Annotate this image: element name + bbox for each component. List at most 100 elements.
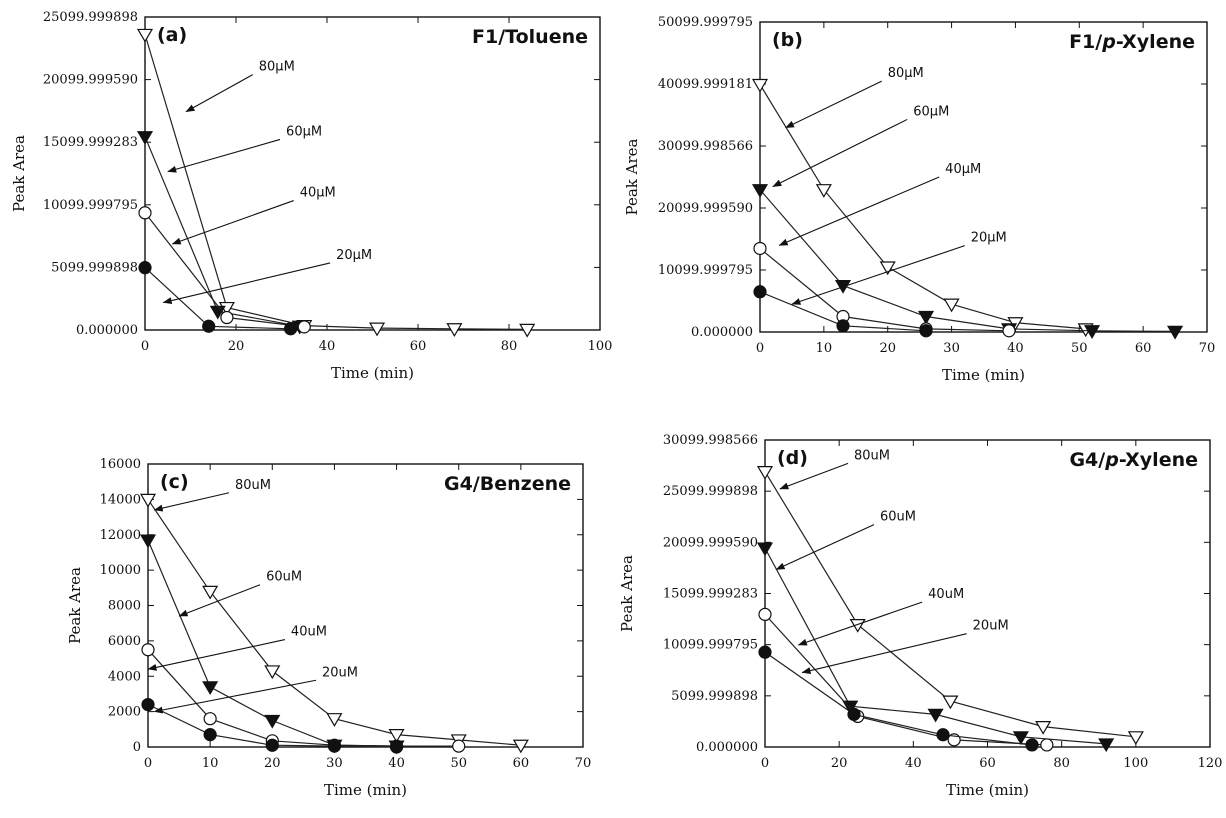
data-point <box>265 738 279 752</box>
series <box>758 607 1054 752</box>
concentration-label: 20uM <box>322 665 358 680</box>
y-tick-label: 10000 <box>100 563 141 578</box>
data-point <box>836 319 850 333</box>
x-tick-label: 20 <box>264 756 281 771</box>
concentration-label: 60uM <box>880 510 916 525</box>
annotation-arrow <box>779 462 849 490</box>
x-axis-title: Time (min) <box>331 364 414 382</box>
x-tick-label: 80 <box>501 339 518 354</box>
data-point <box>264 665 281 680</box>
data-point <box>1012 731 1029 745</box>
concentration-label: 40uM <box>928 587 964 602</box>
concentration-label: 40µM <box>300 186 336 201</box>
data-point <box>847 707 861 721</box>
annotation-arrow <box>153 679 317 714</box>
series-line <box>759 84 1086 330</box>
data-point <box>141 643 155 657</box>
concentration-label: 60µM <box>286 124 322 139</box>
panel-title: G4/Benzene <box>444 473 571 495</box>
data-point <box>326 713 343 727</box>
data-point <box>264 714 281 729</box>
y-tick-label: 2000 <box>108 705 141 720</box>
series <box>753 285 933 338</box>
series-line <box>764 613 1047 746</box>
plot-frame <box>764 439 1211 748</box>
series-line <box>764 651 1033 746</box>
annotation-arrow <box>775 524 875 571</box>
data-point <box>1035 721 1052 735</box>
x-tick-label: 60 <box>513 756 530 771</box>
chart-panel: 0 20 40 60 80 100 120 0.000000 5099.999898 10099.… <box>618 433 1222 799</box>
data-point <box>879 261 896 276</box>
y-tick-label: 5099.999898 <box>51 260 138 275</box>
y-tick-label: 12000 <box>100 528 141 543</box>
x-tick-label: 70 <box>1199 341 1216 356</box>
data-point <box>202 319 216 333</box>
x-tick-label: 30 <box>943 341 960 356</box>
x-tick-label: 10 <box>816 341 833 356</box>
x-tick-label: 60 <box>410 339 427 354</box>
x-tick-label: 0 <box>761 756 769 771</box>
series <box>758 645 1039 752</box>
y-tick-label: 20099.999590 <box>658 201 753 216</box>
x-tick-label: 50 <box>450 756 467 771</box>
concentration-label: 80µM <box>888 66 924 81</box>
series <box>138 206 311 334</box>
chart-panel: 0 10 20 30 40 50 60 70 0.000000 10099.999795 20099… <box>623 15 1215 384</box>
plot-frame <box>759 21 1208 333</box>
data-point <box>756 542 774 557</box>
x-axis-title: Time (min) <box>324 781 407 799</box>
data-point <box>1098 738 1115 753</box>
panel-label: (a) <box>157 24 187 46</box>
data-point <box>1167 325 1184 340</box>
data-point <box>388 729 405 743</box>
concentration-label: 80uM <box>854 448 890 463</box>
annotation-arrow <box>162 262 331 305</box>
annotation-arrow <box>772 118 908 188</box>
panel-title: F1/p-Xylene <box>1069 31 1195 53</box>
data-point <box>1040 738 1054 752</box>
data-point <box>139 534 157 549</box>
y-tick-label: 0 <box>133 740 141 755</box>
x-tick-label: 40 <box>905 756 922 771</box>
x-tick-label: 50 <box>1071 341 1088 356</box>
chart-panel: 0 20 40 60 80 100 0.000000 5099.999898 10099.999… <box>10 10 612 382</box>
annotation-arrow <box>178 584 261 617</box>
y-tick-label: 30099.998566 <box>658 139 753 154</box>
y-tick-label: 30099.998566 <box>663 433 758 448</box>
plot-frame <box>147 463 584 748</box>
data-point <box>758 607 772 622</box>
data-point <box>136 28 154 43</box>
data-point <box>1127 731 1144 745</box>
data-point <box>512 739 529 754</box>
annotation-arrow <box>153 492 230 512</box>
concentration-label: 80µM <box>259 60 295 75</box>
data-point <box>369 322 386 337</box>
data-point <box>758 645 772 659</box>
x-tick-label: 70 <box>575 756 592 771</box>
data-point <box>936 728 950 742</box>
x-axis-title: Time (min) <box>942 366 1025 384</box>
panel-title: G4/p-Xylene <box>1069 449 1198 471</box>
data-point <box>136 131 154 145</box>
data-point <box>220 310 234 325</box>
panel-label: (d) <box>777 447 808 469</box>
y-tick-label: 40099.999181 <box>658 77 753 92</box>
x-tick-label: 40 <box>388 756 405 771</box>
data-point <box>919 324 933 338</box>
series-line <box>759 189 1176 332</box>
y-tick-label: 25099.999898 <box>43 10 138 25</box>
x-tick-label: 20 <box>831 756 848 771</box>
y-tick-label: 4000 <box>108 669 141 684</box>
x-tick-label: 80 <box>1053 756 1070 771</box>
data-point <box>203 728 217 742</box>
series <box>138 261 298 336</box>
y-tick-label: 0.000000 <box>696 740 758 755</box>
concentration-label: 60µM <box>913 104 949 119</box>
y-axis-title: Peak Area <box>66 567 84 644</box>
data-point <box>519 323 536 338</box>
y-tick-label: 15099.999283 <box>663 587 758 602</box>
data-point <box>1002 324 1016 338</box>
y-tick-label: 10099.999795 <box>658 263 753 278</box>
series-line <box>147 649 459 747</box>
